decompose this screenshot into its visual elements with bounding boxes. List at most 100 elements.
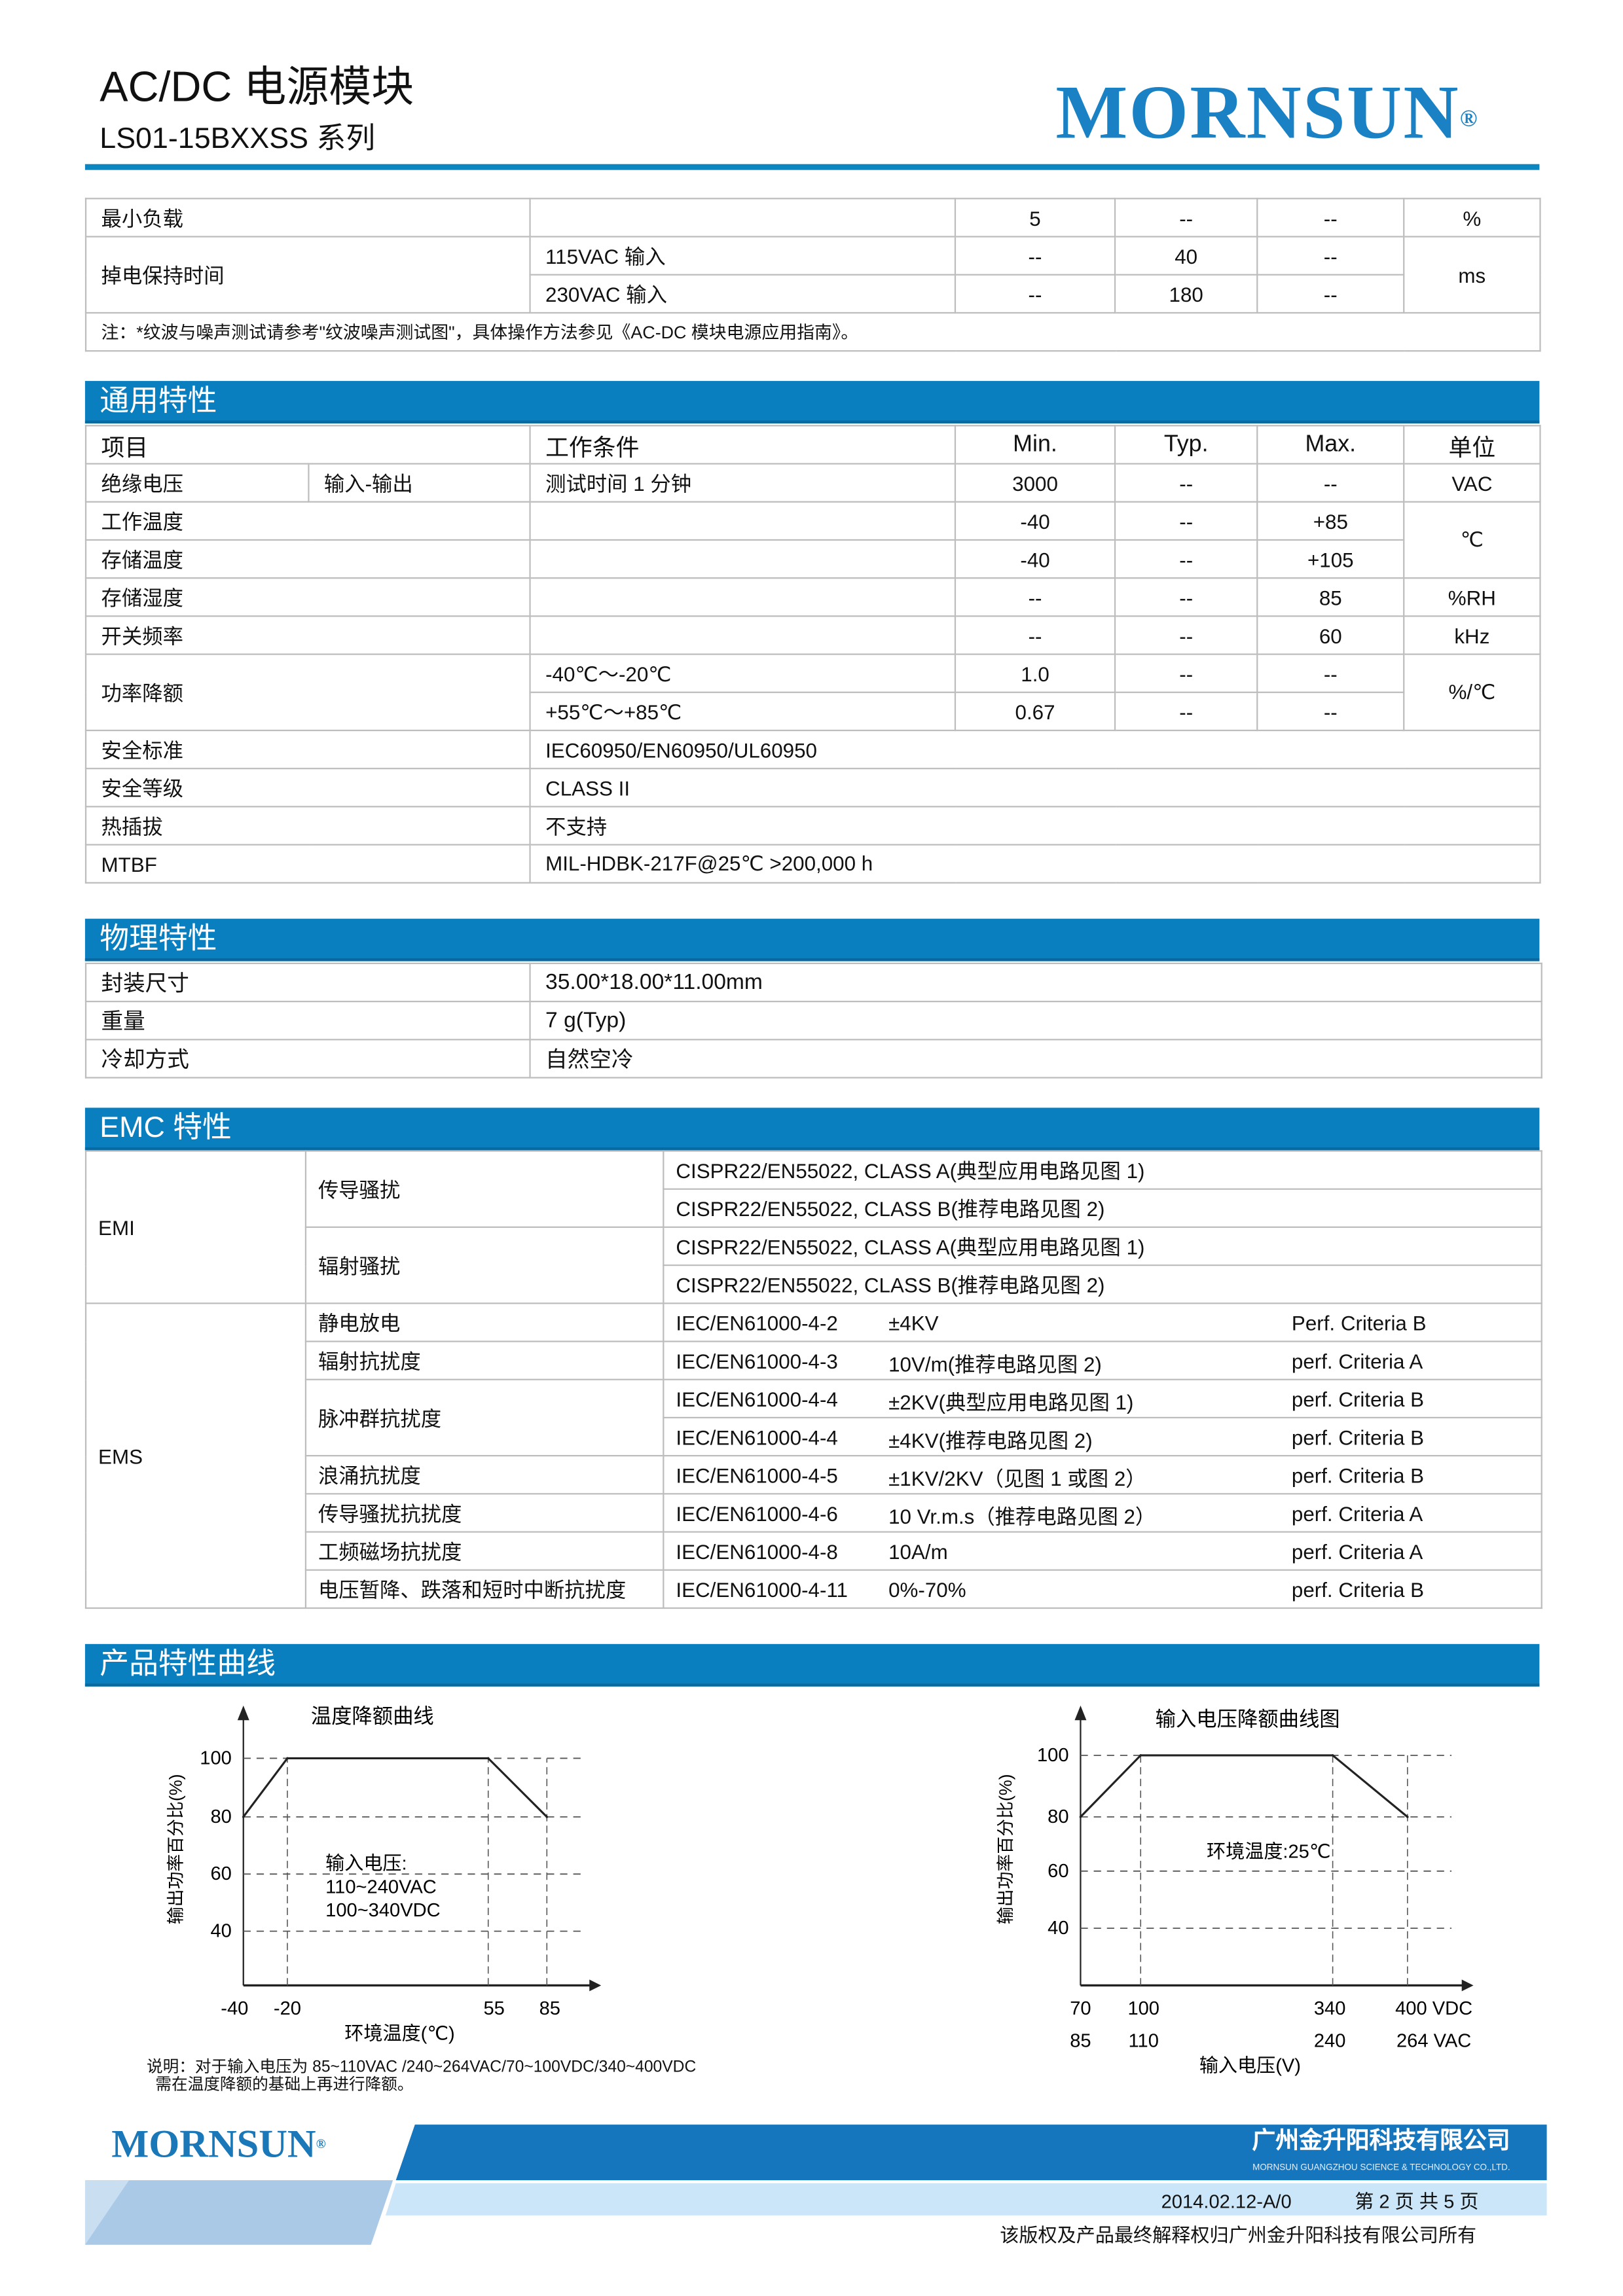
- table-row: 辐射抗扰度 IEC/EN61000-4-3 10V/m(推荐电路见图 2) perf.…: [86, 1340, 1542, 1380]
- table-row: 开关频率 -- -- 60 kHz: [84, 615, 1541, 655]
- cell: +105: [1256, 539, 1405, 579]
- x-tick-label: -40: [221, 1998, 248, 2019]
- cell: IEC/EN61000-4-8 10A/m perf. Criteria A: [663, 1531, 1542, 1571]
- cell: IEC/EN61000-4-11 0%-70% perf. Criteria B: [663, 1569, 1542, 1609]
- x-axis-arrow: [1461, 1979, 1474, 1992]
- x-tick-label: 400 VDC: [1395, 1998, 1472, 2019]
- cell: IEC/EN61000-4-4 ±4KV(推荐电路见图 2) perf. Crite…: [663, 1416, 1542, 1457]
- ems-crit: Perf. Criteria B: [1291, 1310, 1427, 1335]
- x-axis-label: 输入电压(V): [1199, 2055, 1301, 2077]
- cell: 冷却方式: [84, 1039, 531, 1079]
- cell: --: [1114, 577, 1258, 617]
- cell: +85: [1256, 501, 1405, 541]
- cell: CISPR22/EN55022, CLASS A(典型应用电路见图 1): [663, 1226, 1542, 1266]
- cell: MTBF: [84, 844, 531, 884]
- cell: CISPR22/EN55022, CLASS A(典型应用电路见图 1): [663, 1150, 1542, 1190]
- ems-crit: perf. Criteria B: [1291, 1577, 1425, 1601]
- table-row: EMS 静电放电 IEC/EN61000-4-2 ±4KV Perf. Criteria…: [84, 1302, 1542, 1609]
- cell: 工频磁场抗扰度: [304, 1531, 665, 1571]
- table-row: 传导骚扰抗扰度 IEC/EN61000-4-6 10 Vr.m.s（推荐电路见图 2…: [86, 1493, 1542, 1533]
- footer-bands: [84, 2125, 1547, 2245]
- cell: 安全等级: [84, 768, 531, 808]
- table-row: 230VAC 输入 -- 180 --: [86, 274, 1540, 314]
- data-point: [286, 1757, 289, 1760]
- cell: --: [1114, 463, 1258, 503]
- cell: CLASS II: [529, 768, 1541, 808]
- cell: 辐射抗扰度: [304, 1340, 665, 1380]
- table-physical: 封装尺寸 35.00*18.00*11.00mm 重量 7 g(Typ) 冷却方式自…: [84, 962, 1542, 1079]
- cell: EMS: [84, 1302, 307, 1609]
- x-axis-label: 环境温度(℃): [344, 2022, 454, 2044]
- cell: ms: [1403, 236, 1541, 314]
- cell: 传导骚扰抗扰度: [304, 1493, 665, 1533]
- cell: 0.67: [954, 691, 1116, 732]
- table-row: 工频磁场抗扰度 IEC/EN61000-4-8 10A/m perf. Criteri…: [86, 1531, 1542, 1571]
- cell: --: [1256, 236, 1405, 276]
- cell: --: [1114, 501, 1258, 541]
- ems-std: IEC/EN61000-4-11: [676, 1577, 848, 1601]
- header-cell: Typ.: [1114, 425, 1258, 465]
- footer-company: 广州金升阳科技有限公司: [1252, 2128, 1510, 2154]
- cell: 静电放电: [304, 1302, 665, 1342]
- header-cell: Max.: [1256, 425, 1405, 465]
- cell: --: [954, 577, 1116, 617]
- cell: -40: [954, 501, 1116, 541]
- page-title: AC/DC 电源模块: [100, 64, 414, 112]
- cell: 输入-输出: [308, 463, 531, 503]
- ems-std: IEC/EN61000-4-3: [676, 1348, 838, 1372]
- chart-title: 温度降额曲线: [311, 1705, 434, 1728]
- x-tick-label: 55: [483, 1998, 504, 2019]
- curves-area: 100 80 60 40 -40 -20 55 85 温度降额曲线输入电压:110~240VAC…: [166, 1705, 1474, 2077]
- x-tick-label-2: 110: [1129, 2030, 1159, 2051]
- ems-crit: perf. Criteria A: [1291, 1348, 1423, 1372]
- data-point: [1139, 1754, 1142, 1757]
- table-row: MTBF MIL-HDBK-217F@25℃ >200,000 h: [84, 844, 1541, 884]
- cell: 浪涌抗扰度: [304, 1455, 665, 1495]
- cell: [529, 198, 957, 238]
- cell: 测试时间 1 分钟: [529, 463, 957, 503]
- ems-val: 10 Vr.m.s（推荐电路见图 2）: [888, 1504, 1156, 1528]
- ems-val: ±4KV: [888, 1310, 939, 1335]
- cell: 存储湿度: [84, 577, 531, 617]
- y-tick-label: 100: [1037, 1745, 1069, 1766]
- table-row: 绝缘电压 输入-输出 测试时间 1 分钟 3000 -- -- VAC: [84, 463, 1541, 503]
- table-row: 冷却方式 自然空冷: [84, 1039, 1542, 1079]
- y-tick-label: 40: [210, 1921, 231, 1942]
- table-top: 最小负载 5 -- --% 掉电保持时间 115VAC 输入 -- 40 -- ms 230VA…: [84, 198, 1541, 352]
- cell: --: [1114, 198, 1258, 238]
- cell: 自然空冷: [529, 1039, 1542, 1079]
- curves-note: 说明：对于输入电压为 85~110VAC /240~264VAC/70~100V…: [147, 2058, 696, 2094]
- cell: 热插拔: [84, 806, 531, 846]
- table-row: 工作温度 -40 -- +85 ℃: [84, 501, 1541, 579]
- ems-val: ±2KV(典型应用电路见图 1): [888, 1390, 1134, 1414]
- ems-val: 10A/m: [888, 1539, 948, 1563]
- table-emc: EMI 传导骚扰 CISPR22/EN55022, CLASS A(典型应用电路见图…: [84, 1150, 1542, 1609]
- header-cell: Min.: [954, 425, 1116, 465]
- x-tick-label: 85: [539, 1998, 560, 2019]
- cell: 180: [1114, 274, 1258, 314]
- cell: 开关频率: [84, 615, 531, 655]
- cell: +55℃～+85℃: [529, 691, 957, 732]
- cell: -40℃～-20℃: [529, 653, 957, 693]
- cell: 封装尺寸: [84, 962, 531, 1003]
- derating-curve: [1080, 1754, 1408, 1818]
- cell: [529, 539, 957, 579]
- table-row: CISPR22/EN55022, CLASS B(推荐电路见图 2): [86, 1188, 1542, 1229]
- y-tick-label: 80: [210, 1806, 231, 1827]
- ems-val: ±4KV(推荐电路见图 2): [888, 1427, 1093, 1452]
- table-header-row: 项目 工作条件 Min. Typ. Max. 单位: [84, 425, 1541, 465]
- y-tick-label: 80: [1048, 1806, 1068, 1827]
- ems-crit: perf. Criteria A: [1291, 1501, 1423, 1525]
- footer-company-en: MORNSUN GUANGZHOU SCIENCE & TECHNOLOGY C…: [1252, 2164, 1510, 2173]
- cell: --: [1256, 463, 1405, 503]
- cell: ℃: [1403, 501, 1541, 579]
- ems-crit: perf. Criteria B: [1291, 1425, 1425, 1448]
- chart-title: 输入电压降额曲线图: [1156, 1708, 1340, 1731]
- chart-annotation: 环境温度:25℃: [1207, 1841, 1331, 1863]
- cell: 115VAC 输入: [529, 236, 957, 276]
- curves-note-line: 说明：对于输入电压为 85~110VAC /240~264VAC/70~100V…: [146, 2058, 697, 2077]
- cell: --: [1256, 198, 1405, 238]
- cell: IEC/EN61000-4-2 ±4KV Perf. Criteria B: [663, 1302, 1542, 1342]
- section-header-emc: EMC 特性: [84, 1107, 1540, 1151]
